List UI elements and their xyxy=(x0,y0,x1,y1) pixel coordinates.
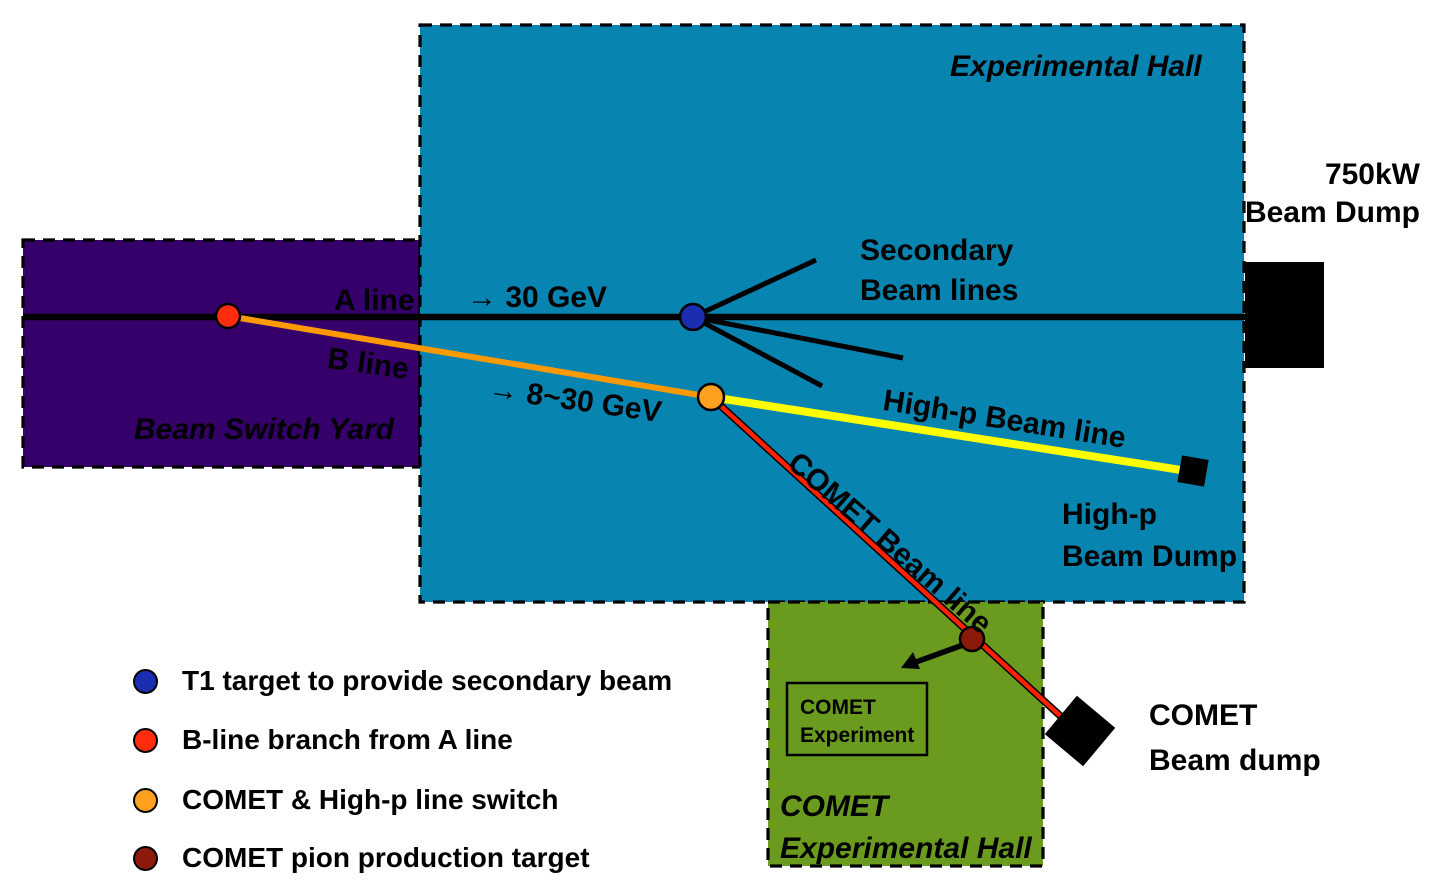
high-p-beam-dump-block xyxy=(1177,455,1209,487)
secondary-beam-line-1 xyxy=(691,257,818,320)
comet-beam-dump-label: COMET Beam dump xyxy=(1149,699,1321,777)
line-switch-legend-dot xyxy=(133,787,158,813)
comet-experiment-label: COMET Experiment xyxy=(800,696,915,747)
beam-switch-yard-label: Beam Switch Yard xyxy=(134,413,395,446)
t1-target-legend-label: T1 target to provide secondary beam xyxy=(182,665,673,696)
pion-target-legend-label: COMET pion production target xyxy=(182,842,590,873)
comet-experiment-box xyxy=(785,681,929,757)
a-line-energy-label: → 30 GeV xyxy=(467,281,608,314)
legend-item-t1-target: T1 target to provide secondary beam xyxy=(133,666,672,696)
line-switch-dot xyxy=(696,382,726,412)
legend-item-pion-target: COMET pion production target xyxy=(133,843,590,873)
t1-target-dot xyxy=(678,302,708,332)
high-p-beam-dump-label: High-p Beam Dump xyxy=(1062,498,1238,573)
secondary-beam-lines-label: Secondary Beam lines xyxy=(860,234,1019,307)
b-beam-line xyxy=(227,313,712,400)
pion-target-arrowhead xyxy=(901,652,920,669)
pion-target-arrow-shaft xyxy=(915,642,964,665)
pion-target-legend-dot xyxy=(133,845,158,871)
comet-hall-region xyxy=(766,600,1045,868)
a-line-label: A line xyxy=(334,284,415,317)
beam-switch-yard-region xyxy=(21,238,422,469)
t1-target-legend-dot xyxy=(133,668,158,694)
comet-beam-line xyxy=(709,395,1069,724)
secondary-beam-line-2 xyxy=(692,314,904,361)
secondary-beam-line-3 xyxy=(691,314,824,389)
b-line-branch-legend-dot xyxy=(133,727,158,753)
b-line-branch-dot xyxy=(214,302,242,330)
main-beam-dump-block xyxy=(1245,262,1324,368)
main-beam-dump-label: 750kW Beam Dump xyxy=(1244,158,1420,229)
high-p-beam-line xyxy=(710,393,1182,474)
b-line-branch-legend-label: B-line branch from A line xyxy=(182,724,513,755)
line-switch-legend-label: COMET & High-p line switch xyxy=(182,784,559,815)
legend-item-b-line-branch: B-line branch from A line xyxy=(133,725,513,755)
comet-hall-label: COMET Experimental Hall xyxy=(780,790,1032,865)
legend-item-line-switch: COMET & High-p line switch xyxy=(133,785,558,815)
experimental-hall-label: Experimental Hall xyxy=(950,50,1202,83)
pion-production-target-dot xyxy=(958,625,986,653)
comet-beam-dump-block xyxy=(1044,695,1116,767)
